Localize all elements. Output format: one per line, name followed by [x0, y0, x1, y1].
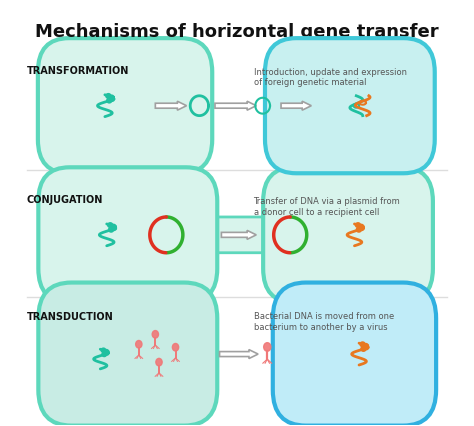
Text: TRANSDUCTION: TRANSDUCTION: [27, 312, 114, 322]
Ellipse shape: [156, 358, 162, 366]
FancyBboxPatch shape: [273, 282, 436, 426]
FancyArrow shape: [281, 101, 311, 110]
FancyArrow shape: [221, 230, 256, 239]
Ellipse shape: [152, 331, 158, 338]
FancyArrow shape: [219, 350, 258, 359]
FancyArrow shape: [155, 101, 187, 110]
FancyBboxPatch shape: [38, 167, 217, 302]
FancyBboxPatch shape: [263, 167, 433, 302]
Text: TRANSFORMATION: TRANSFORMATION: [27, 66, 129, 76]
Ellipse shape: [136, 340, 142, 348]
Text: Introduction, update and expression
of foreign genetic material: Introduction, update and expression of f…: [254, 68, 407, 87]
FancyBboxPatch shape: [38, 282, 217, 426]
Ellipse shape: [173, 343, 179, 351]
Text: CONJUGATION: CONJUGATION: [27, 195, 103, 205]
Text: Bacterial DNA is moved from one
bacterium to another by a virus: Bacterial DNA is moved from one bacteriu…: [254, 312, 394, 332]
FancyBboxPatch shape: [38, 38, 212, 173]
Ellipse shape: [264, 343, 271, 351]
Text: Transfer of DNA via a plasmid from
a donor cell to a recipient cell: Transfer of DNA via a plasmid from a don…: [254, 197, 400, 216]
FancyArrow shape: [215, 101, 256, 110]
FancyBboxPatch shape: [210, 217, 266, 253]
FancyBboxPatch shape: [265, 38, 435, 173]
Text: Mechanisms of horizontal gene transfer: Mechanisms of horizontal gene transfer: [35, 23, 439, 41]
